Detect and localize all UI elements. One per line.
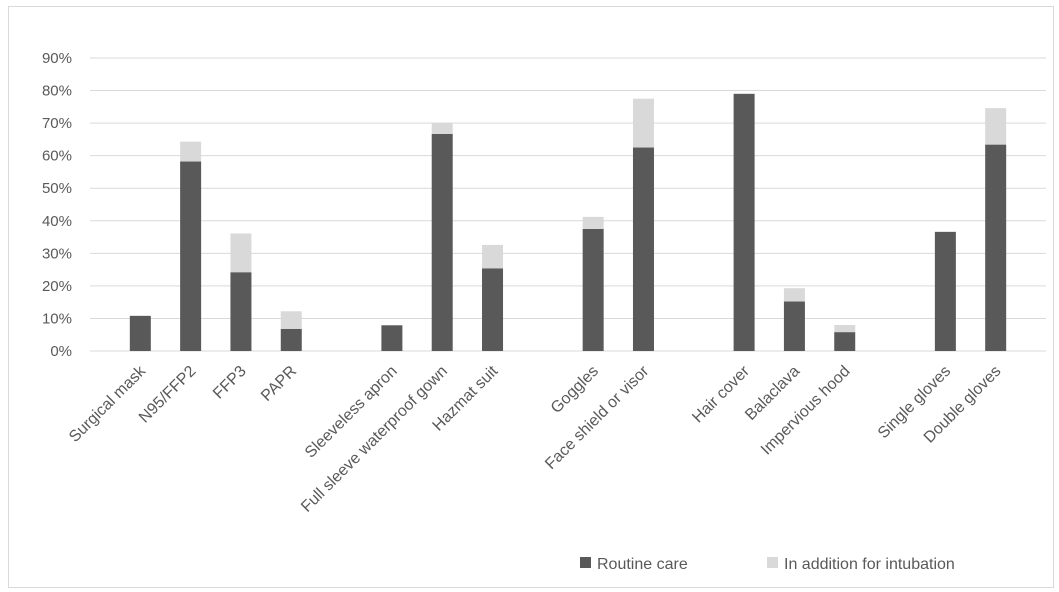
bar-routine-care	[632, 147, 654, 351]
bar-routine-care	[280, 328, 302, 351]
legend-label-routine-care: Routine care	[597, 556, 688, 573]
bar-intubation	[482, 244, 504, 269]
bar-routine-care	[230, 272, 252, 351]
y-tick-label: 40%	[42, 213, 72, 230]
bars	[129, 93, 1007, 352]
bar-intubation	[230, 233, 252, 273]
y-tick-label: 50%	[42, 180, 72, 197]
bar-routine-care	[834, 332, 856, 351]
y-tick-label: 30%	[42, 245, 72, 262]
y-tick-label: 10%	[42, 310, 72, 327]
x-category-label: Impervious hood	[758, 363, 854, 459]
bar-intubation	[834, 324, 856, 333]
y-tick-label: 0%	[50, 343, 72, 360]
bar-intubation	[783, 288, 805, 302]
x-category-label: PAPR	[258, 363, 300, 405]
y-tick-label: 70%	[42, 115, 72, 132]
y-tick-label: 80%	[42, 83, 72, 100]
bar-routine-care	[180, 161, 202, 351]
legend: Routine care In addition for intubation	[580, 556, 955, 573]
x-category-label: Surgical mask	[66, 362, 150, 446]
x-category-label: Sleeveless apron	[302, 363, 401, 462]
bar-routine-care	[431, 133, 453, 351]
bar-routine-care	[733, 93, 755, 352]
legend-swatch-routine-care	[580, 557, 591, 568]
bar-routine-care	[934, 231, 956, 351]
bar-routine-care	[129, 315, 151, 351]
bar-intubation	[985, 108, 1007, 145]
bar-intubation	[632, 98, 654, 148]
bar-routine-care	[381, 325, 403, 351]
bar-intubation	[180, 141, 202, 162]
bar-routine-care	[582, 228, 604, 351]
bar-routine-care	[783, 301, 805, 351]
legend-swatch-intubation	[767, 557, 778, 568]
x-category-label: FFP3	[210, 363, 250, 403]
bar-intubation	[582, 216, 604, 229]
bar-routine-care	[985, 144, 1007, 351]
chart-frame	[8, 6, 1054, 588]
bar-intubation	[280, 311, 302, 329]
y-tick-label: 90%	[42, 50, 72, 67]
bar-routine-care	[482, 268, 504, 351]
x-category-label: Hair cover	[689, 362, 753, 426]
bar-intubation	[431, 123, 453, 134]
legend-label-intubation: In addition for intubation	[784, 556, 955, 573]
y-tick-label: 20%	[42, 278, 72, 295]
y-axis-ticks: 0% 10% 20% 30% 40% 50% 60% 70% 80% 90%	[42, 50, 72, 360]
y-tick-label: 60%	[42, 148, 72, 165]
